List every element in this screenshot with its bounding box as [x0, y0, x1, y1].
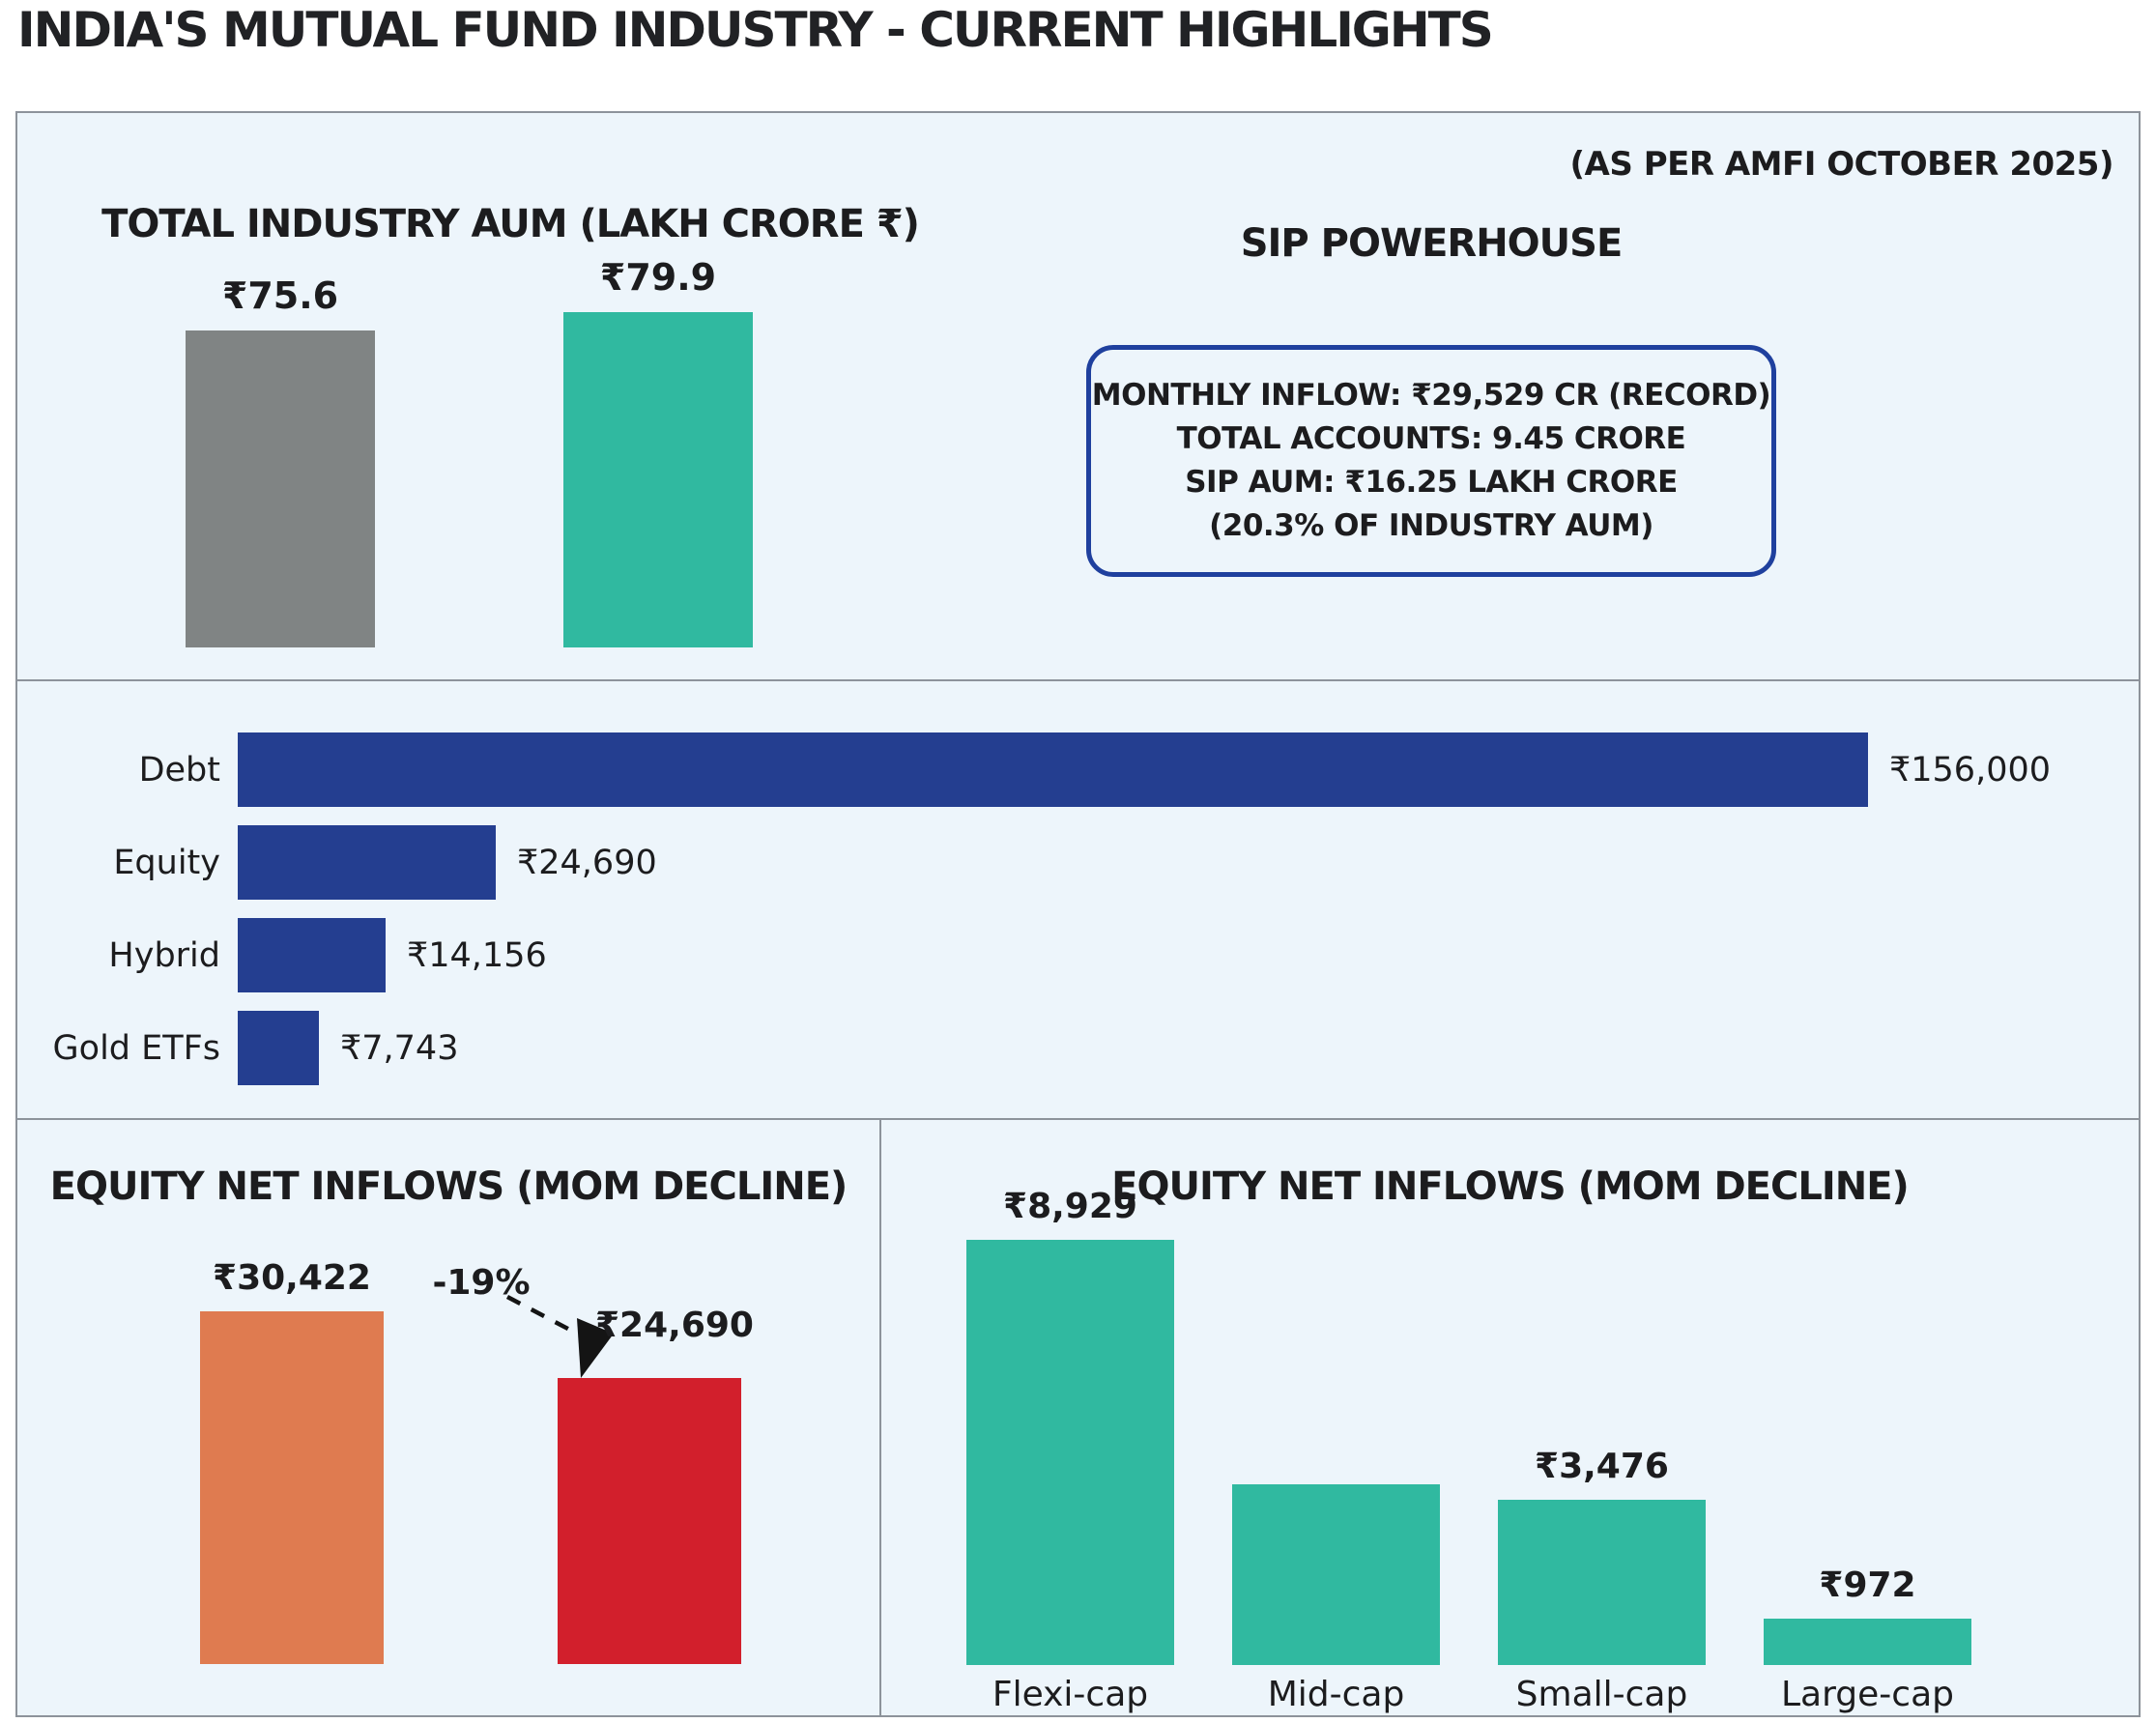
bar-group-flexi-cap: ₹8,929: [966, 1187, 1174, 1665]
bar-equity: [238, 825, 496, 900]
bar-hybrid: [238, 918, 386, 992]
bar-large-cap: [1764, 1619, 1971, 1665]
axis-label-large-cap: Large-cap: [1781, 1675, 1954, 1714]
sip-title: SIP POWERHOUSE: [1240, 221, 1624, 266]
bar-group-prev-month: ₹30,422: [200, 1258, 384, 1664]
bar-mid-cap: [1232, 1484, 1440, 1665]
axis-label-flexi-cap: Flexi-cap: [992, 1675, 1149, 1714]
bar-value-label: ₹75.6: [221, 274, 339, 317]
equity-by-cap-title: EQUITY NET INFLOWS (MOM DECLINE): [1111, 1164, 1910, 1209]
bar-aum-current: [563, 312, 753, 647]
bar-group-mid-cap: [1232, 1484, 1440, 1665]
bar-equity-current-month: [558, 1378, 741, 1664]
equity-by-cap-chart: EQUITY NET INFLOWS (MOM DECLINE) ₹8,929 …: [881, 1120, 2139, 1715]
equity-mom-chart: EQUITY NET INFLOWS (MOM DECLINE) ₹30,422…: [17, 1120, 881, 1715]
bar-row-debt: Debt ₹156,000: [17, 732, 2051, 807]
value-label-debt: ₹156,000: [1889, 750, 2052, 790]
bar-flexi-cap: [966, 1240, 1174, 1665]
decline-arrow-icon: [505, 1295, 614, 1378]
bar-value-label: ₹3,476: [1535, 1447, 1669, 1486]
sip-line-total-accounts: TOTAL ACCOUNTS: 9.45 CRORE: [1176, 421, 1686, 456]
bar-group-current-month: [558, 1378, 741, 1664]
bar-gold-etfs: [238, 1011, 319, 1085]
bar-row-equity: Equity ₹24,690: [17, 825, 657, 900]
section-top: (AS PER AMFI OCTOBER 2025) TOTAL INDUSTR…: [17, 113, 2139, 681]
sip-line-industry-share: (20.3% OF INDUSTRY AUM): [1209, 508, 1653, 543]
section-category-inflows: Debt ₹156,000 Equity ₹24,690 Hybrid ₹14,…: [17, 681, 2139, 1120]
aum-chart-title: TOTAL INDUSTRY AUM (LAKH CRORE ₹): [101, 202, 920, 246]
value-label-hybrid: ₹14,156: [407, 935, 547, 975]
bar-debt: [238, 732, 1868, 807]
sip-line-sip-aum: SIP AUM: ₹16.25 LAKH CRORE: [1185, 465, 1678, 500]
bar-group-aum-previous: ₹75.6: [186, 274, 375, 647]
sip-line-monthly-inflow: MONTHLY INFLOW: ₹29,529 CR (RECORD): [1091, 378, 1771, 413]
bar-group-small-cap: ₹3,476: [1498, 1447, 1706, 1665]
bar-value-label: ₹30,422: [213, 1258, 371, 1298]
page-title: INDIA'S MUTUAL FUND INDUSTRY - CURRENT H…: [17, 2, 1494, 58]
bar-equity-prev-month: [200, 1311, 384, 1664]
section-bottom: EQUITY NET INFLOWS (MOM DECLINE) ₹30,422…: [17, 1120, 2139, 1715]
bar-value-label: ₹8,929: [1003, 1187, 1137, 1226]
bar-value-label: ₹972: [1819, 1565, 1916, 1605]
value-label-equity: ₹24,690: [517, 843, 657, 882]
value-label-gold-etfs: ₹7,743: [340, 1028, 459, 1068]
bar-small-cap: [1498, 1500, 1706, 1665]
value-label-current-month: ₹24,690: [595, 1306, 754, 1345]
bar-aum-previous: [186, 330, 375, 647]
equity-mom-title: EQUITY NET INFLOWS (MOM DECLINE): [49, 1164, 848, 1209]
bar-row-hybrid: Hybrid ₹14,156: [17, 918, 547, 992]
dashboard-panel: (AS PER AMFI OCTOBER 2025) TOTAL INDUSTR…: [15, 111, 2141, 1717]
bar-group-aum-current: ₹79.9: [563, 256, 753, 647]
category-label: Hybrid: [108, 935, 220, 975]
axis-label-mid-cap: Mid-cap: [1267, 1675, 1405, 1714]
bar-group-large-cap: ₹972: [1764, 1565, 1971, 1665]
decline-annotation: -19%: [432, 1263, 531, 1303]
category-label: Gold ETFs: [52, 1028, 220, 1068]
category-label: Equity: [113, 843, 220, 882]
category-label: Debt: [138, 750, 220, 790]
bar-value-label: ₹79.9: [599, 256, 717, 299]
sip-info-box: MONTHLY INFLOW: ₹29,529 CR (RECORD) TOTA…: [1086, 345, 1776, 577]
as-of-note: (AS PER AMFI OCTOBER 2025): [1569, 145, 2114, 184]
bar-row-gold-etfs: Gold ETFs ₹7,743: [17, 1011, 458, 1085]
axis-label-small-cap: Small-cap: [1515, 1675, 1688, 1714]
